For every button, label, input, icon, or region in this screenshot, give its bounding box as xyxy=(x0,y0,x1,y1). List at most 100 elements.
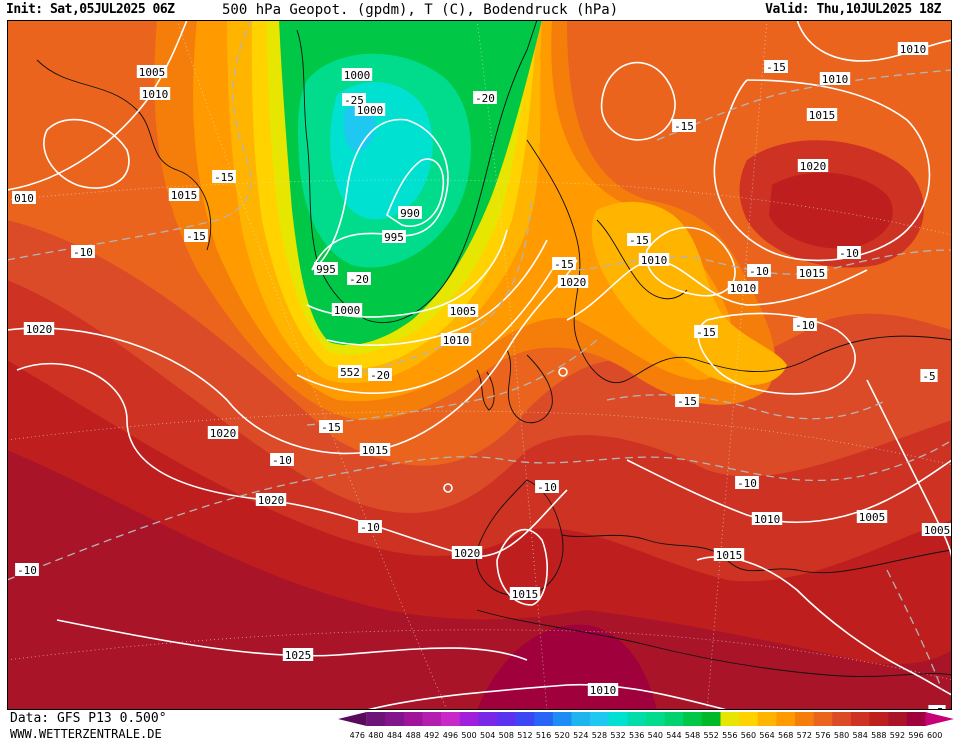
contour-label: 1020 xyxy=(23,322,55,336)
colorbar-tick-label: 560 xyxy=(741,731,756,740)
colorbar-swatch xyxy=(850,712,870,726)
colorbar-tick-label: 504 xyxy=(480,731,495,740)
colorbar-tick-label: 564 xyxy=(759,731,774,740)
contour-label-text: 1005 xyxy=(859,511,886,524)
contour-label-text: -5 xyxy=(930,706,943,710)
contour-label: 1015 xyxy=(796,266,828,280)
contour-label-text: 1015 xyxy=(809,109,836,122)
contour-label-text: 1010 xyxy=(142,88,169,101)
colorbar-swatch xyxy=(590,712,610,726)
colorbar-swatch xyxy=(869,712,889,726)
contour-label: -10 xyxy=(71,245,95,259)
contour-label-text: -10 xyxy=(360,521,380,534)
colorbar-swatch xyxy=(813,712,833,726)
colorbar-swatch xyxy=(515,712,535,726)
geopotential-band-528 xyxy=(343,104,376,152)
colorbar-swatch xyxy=(534,712,554,726)
contour-label-text: 990 xyxy=(400,207,420,220)
contour-label-text: 1015 xyxy=(171,189,198,202)
colorbar-swatch xyxy=(497,712,516,726)
contour-label-text: 1010 xyxy=(590,684,617,697)
colorbar-swatch xyxy=(701,712,721,726)
colorbar-tick-label: 492 xyxy=(424,731,439,740)
contour-label-text: -15 xyxy=(214,171,234,184)
colorbar-tick-label: 592 xyxy=(890,731,905,740)
colorbar-swatch xyxy=(776,712,796,726)
website-label[interactable]: WWW.WETTERZENTRALE.DE xyxy=(10,727,162,741)
contour-label-text: -10 xyxy=(537,481,557,494)
colorbar-tick-label: 476 xyxy=(350,731,365,740)
contour-label-text: -10 xyxy=(737,477,757,490)
colorbar-swatch xyxy=(646,712,665,726)
contour-label: -15 xyxy=(319,420,343,434)
contour-label-text: 1015 xyxy=(362,444,389,457)
contour-label: -10 xyxy=(735,476,759,490)
contour-label: -15 xyxy=(212,170,236,184)
contour-label: -10 xyxy=(837,246,861,260)
contour-label-text: -15 xyxy=(629,234,649,247)
contour-label: 1015 xyxy=(168,188,200,202)
colorbar-tick-label: 484 xyxy=(387,731,402,740)
colorbar-swatch xyxy=(478,712,498,726)
contour-label: 995 xyxy=(382,230,406,244)
contour-label: -20 xyxy=(347,272,371,286)
colorbar-tick-label: 580 xyxy=(834,731,849,740)
contour-label-text: -10 xyxy=(839,247,859,260)
contour-label-text: 1010 xyxy=(730,282,757,295)
contour-label-text: -10 xyxy=(272,454,292,467)
contour-label-text: -15 xyxy=(674,120,694,133)
colorbar-tick-label: 528 xyxy=(592,731,607,740)
contour-label: 1015 xyxy=(806,108,838,122)
colorbar-swatch xyxy=(459,712,479,726)
contour-label: -15 xyxy=(184,229,208,243)
contour-label: 1015 xyxy=(509,587,541,601)
contour-label: 1020 xyxy=(451,546,483,560)
contour-label-text: -10 xyxy=(17,564,37,577)
colorbar-tick-label: 532 xyxy=(610,731,625,740)
contour-label: 1010 xyxy=(727,281,759,295)
header-bar: Init: Sat,05JUL2025 06Z 500 hPa Geopot. … xyxy=(0,0,959,20)
contour-label: -10 xyxy=(15,563,39,577)
colorbar-swatch xyxy=(664,712,684,726)
contour-label: 1010 xyxy=(638,253,670,267)
colorbar-tick-label: 520 xyxy=(555,731,570,740)
colorbar-tick-label: 508 xyxy=(499,731,514,740)
colorbar-swatch xyxy=(608,712,628,726)
contour-label-text: -20 xyxy=(475,92,495,105)
colorbar-swatch xyxy=(441,712,461,726)
contour-label: 1010 xyxy=(440,333,472,347)
contour-label-text: 1020 xyxy=(258,494,285,507)
contour-label: 1005 xyxy=(136,65,168,79)
colorbar-swatch xyxy=(552,712,572,726)
contour-label: 1020 xyxy=(255,493,287,507)
contour-label: 1010 xyxy=(139,87,171,101)
contour-label-text: 1020 xyxy=(26,323,53,336)
contour-label: 1020 xyxy=(797,159,829,173)
contour-label-text: -15 xyxy=(766,61,786,74)
colorbar-tick-label: 596 xyxy=(908,731,923,740)
colorbar-tick-label: 516 xyxy=(536,731,551,740)
contour-label: 1000 xyxy=(354,103,386,117)
contour-label: 552 xyxy=(338,365,362,379)
contour-label: -10 xyxy=(535,480,559,494)
contour-label: 1020 xyxy=(557,275,589,289)
colorbar-swatch xyxy=(571,712,591,726)
contour-label: 1010 xyxy=(587,683,619,697)
colorbar-tick-label: 572 xyxy=(797,731,812,740)
map-frame xyxy=(7,20,952,710)
contour-label-text: 1015 xyxy=(799,267,826,280)
contour-label-text: 995 xyxy=(384,231,404,244)
geopotential-band-588-east xyxy=(769,172,893,249)
colorbar-swatch xyxy=(906,712,926,726)
contour-label: 1015 xyxy=(359,443,391,457)
colorbar-swatch xyxy=(832,712,852,726)
contour-label-text: -10 xyxy=(749,265,769,278)
contour-label-text: -25 xyxy=(344,94,364,107)
contour-label-text: 1010 xyxy=(754,513,781,526)
chart-title: 500 hPa Geopot. (gpdm), T (C), Bodendruc… xyxy=(222,2,619,18)
contour-label-text: 1025 xyxy=(285,649,312,662)
contour-label-text: -15 xyxy=(186,230,206,243)
colorbar-tick-label: 488 xyxy=(406,731,421,740)
